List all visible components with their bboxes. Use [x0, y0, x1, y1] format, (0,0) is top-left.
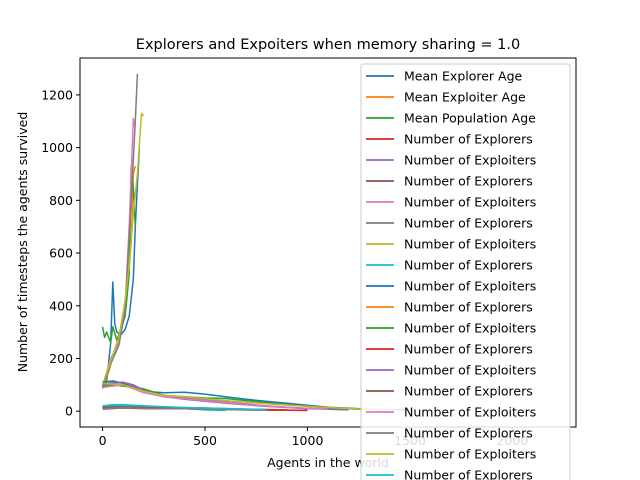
- y-axis-label: Number of timesteps the agents survived: [15, 112, 30, 373]
- legend-entry-label: Number of Exploiters: [404, 447, 536, 462]
- plot-frame: [79, 57, 577, 428]
- x-tick-label: 1000: [292, 433, 324, 448]
- legend-entry-label: Number of Exploiters: [404, 405, 536, 420]
- y-axis: 0 200 400 600 800 1000 1200: [41, 87, 80, 419]
- y-tick-label: 600: [49, 246, 73, 261]
- x-tick-label: 500: [193, 433, 217, 448]
- legend-entry-label: Number of Explorers: [404, 384, 533, 399]
- legend-entry-label: Number of Exploiters: [404, 237, 536, 252]
- legend-entry-label: Number of Explorers: [404, 300, 533, 315]
- y-tick-label: 800: [49, 193, 73, 208]
- legend-entry-label: Number of Explorers: [404, 342, 533, 357]
- legend-entry-label: Mean Population Age: [404, 111, 536, 126]
- series-line-9: [101, 112, 145, 386]
- legend-entry-label: Number of Exploiters: [404, 279, 536, 294]
- series-line-20: [102, 404, 267, 411]
- legend-entry-label: Mean Exploiter Age: [404, 90, 526, 105]
- y-tick-label: 200: [49, 351, 73, 366]
- legend-entry-label: Mean Explorer Age: [404, 69, 523, 84]
- legend-entry-label: Number of Explorers: [404, 216, 533, 231]
- legend-box: [360, 63, 571, 480]
- legend-entry-label: Number of Explorers: [404, 468, 533, 480]
- legend-entry-label: Number of Explorers: [404, 174, 533, 189]
- series-lines: [101, 73, 411, 412]
- series-line-18: [102, 407, 267, 411]
- legend-entry-label: Number of Explorers: [404, 132, 533, 147]
- legend-entry-label: Number of Exploiters: [404, 363, 536, 378]
- y-tick-label: 1000: [41, 140, 73, 155]
- x-tick-label: 0: [99, 433, 107, 448]
- y-tick-label: 1200: [41, 87, 73, 102]
- legend-entry-label: Number of Exploiters: [404, 321, 536, 336]
- y-tick-label: 400: [49, 298, 73, 313]
- legend-entry-label: Number of Explorers: [404, 426, 533, 441]
- legend-entry-label: Number of Explorers: [404, 258, 533, 273]
- legend: Mean Explorer Age Mean Exploiter Age Mean …: [360, 63, 571, 480]
- legend-entry-label: Number of Exploiters: [404, 153, 536, 168]
- series-line-8: [101, 73, 139, 388]
- series-line-19: [102, 382, 390, 411]
- legend-entry-label: Number of Exploiters: [404, 195, 536, 210]
- x-axis-label: Agents in the world: [267, 455, 389, 470]
- y-tick-label: 0: [65, 404, 73, 419]
- chart-title: Explorers and Expoiters when memory shar…: [136, 37, 520, 53]
